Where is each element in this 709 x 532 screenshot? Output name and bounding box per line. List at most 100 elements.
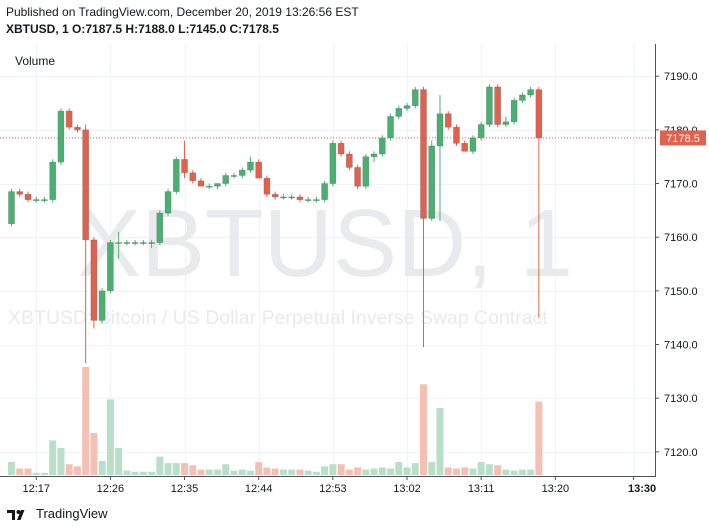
volume-bar [477,462,485,475]
volume-legend: Volume [15,54,55,68]
volume-bar [255,462,263,475]
volume-bar [321,466,329,475]
volume-bar [502,469,510,475]
volume-bar [8,462,15,475]
volume-bar [16,468,24,475]
volume-bar [24,468,32,475]
volume-bar [205,469,213,475]
candle-body [24,193,32,200]
candle-body [16,191,24,195]
candle-body [140,242,147,244]
time-axis-label: 12:26 [97,483,125,495]
candle-body [74,126,81,131]
high-value: 7188.0 [138,22,175,36]
price-axis-label: 7130.0 [664,393,698,405]
candle-body [65,110,73,128]
volume-bar [510,470,518,475]
candle-body [131,242,139,244]
volume-bars [8,367,543,475]
symbol-name: XBTUSD, 1 [6,22,69,36]
time-axis: 12:17 12:26 12:35 12:44 12:53 13:02 13:11 13:20… [22,476,656,495]
volume-bar [263,467,271,475]
time-axis-label: 12:17 [22,483,50,495]
candle-body [436,113,444,147]
time-axis-label: 13:02 [393,483,421,495]
volume-bar [370,468,378,475]
volume-bar [527,469,535,475]
volume-bar [345,469,353,475]
volume-bar [403,467,411,475]
volume-bar [164,463,172,475]
candle-body [156,212,164,243]
candle-body [296,196,304,200]
open-label: O: [72,22,86,36]
close-label: C: [229,22,243,36]
volume-bar [312,471,320,475]
price-axis-label: 7120.0 [664,447,698,459]
candle-body [469,137,477,152]
candle-body [354,167,361,187]
low-label: L: [178,22,190,36]
candle-body [173,159,180,192]
watermark-description: XBTUSD: Bitcoin / US Dollar Perpetual In… [8,307,548,329]
volume-bar [411,463,419,475]
low-value: 7145.0 [189,22,227,36]
candle-body [346,153,353,168]
candle-body [453,126,460,144]
candle-body [329,142,337,184]
candle-body [313,199,320,201]
volume-bar [131,471,139,475]
volume-bar [387,468,395,475]
volume-bar [90,432,98,475]
candle-body [461,142,469,152]
tradingview-brand[interactable]: TradingView [36,506,108,521]
candlesticks [8,84,543,364]
candle-body [205,185,213,188]
candle-body [510,100,518,123]
volume-bar [65,464,73,475]
candle-body [321,183,328,200]
volume-bar [238,469,246,475]
time-axis-label: 13:30 [628,483,656,495]
volume-bar [230,470,238,475]
volume-bar [288,469,296,475]
time-axis-label: 12:35 [171,483,199,495]
volume-bar [354,467,362,475]
volume-bar [139,471,147,475]
volume-bar [181,463,189,475]
candle-body [189,172,197,182]
candle-body [32,199,40,201]
volume-bar [395,462,403,475]
open-value: 7187.5 [85,22,123,36]
candle-body [164,191,172,214]
candle-body [230,175,238,177]
candle-body [271,193,279,198]
candle-body [8,191,15,225]
volume-bar [189,465,197,475]
candle-body [247,161,254,171]
candle-body [123,242,131,244]
volume-bar [444,467,452,475]
volume-bar [148,471,156,475]
volume-bar [222,464,230,475]
candle-body [98,290,106,321]
candle-body [337,142,345,155]
candle-body [378,137,386,155]
candle-body [115,242,122,244]
tradingview-logo-icon[interactable] [6,507,30,521]
candle-body [477,124,485,139]
volume-bar [362,469,370,475]
candle-body [288,196,295,199]
footer: TradingView [6,506,108,521]
price-axis-label: 7140.0 [664,340,698,352]
candle-body [535,89,543,139]
candle-body [403,105,411,109]
volume-bar [271,468,279,475]
volume-bar [172,463,180,475]
symbol-ohlc-line: XBTUSD, 1 O:7187.5 H:7188.0 L:7145.0 C:7… [6,22,279,36]
volume-bar [115,448,123,475]
last-price-badge: 7178.5 [660,130,706,146]
volume-bar [123,470,131,475]
candle-body [148,242,155,244]
